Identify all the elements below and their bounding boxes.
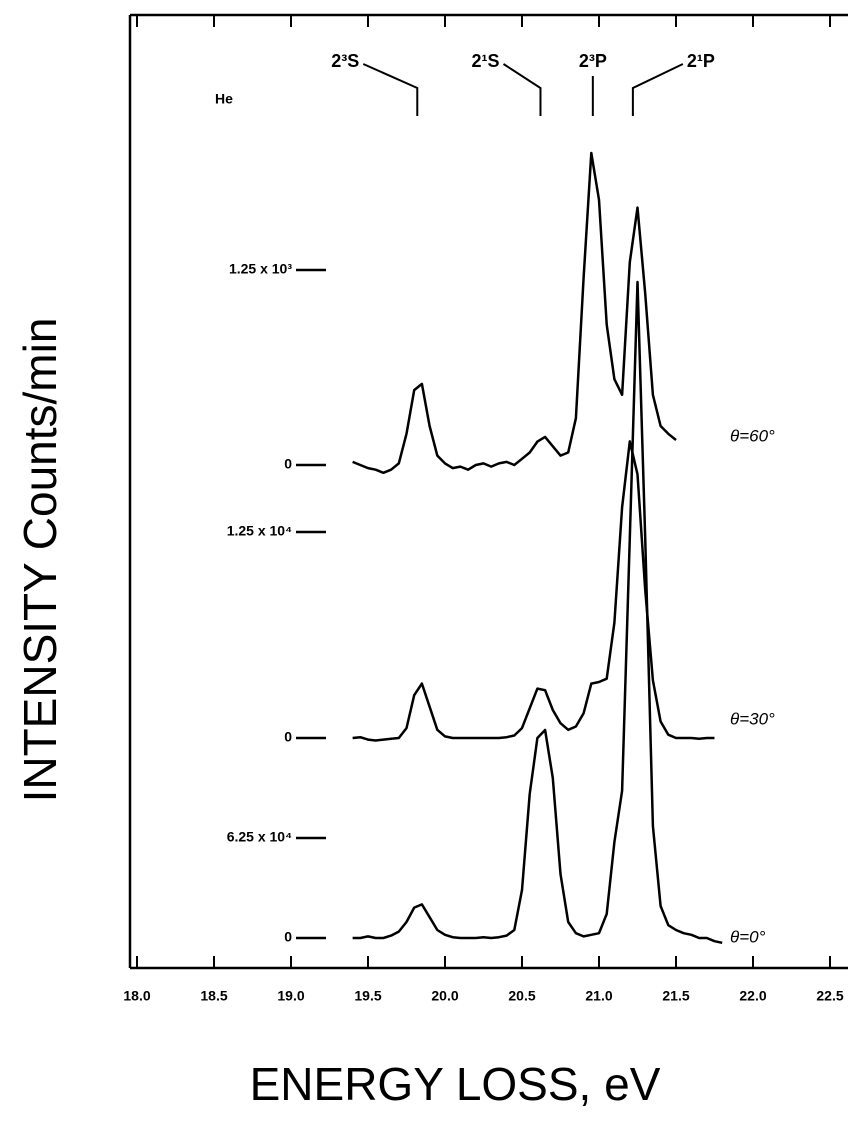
state-label: 2¹S [471,51,499,71]
series-label: θ=30° [730,709,775,728]
spectrum-line [352,151,677,475]
state-label: 2¹P [687,51,715,71]
spectrum-line [352,440,715,742]
x-tick-label: 20.5 [508,988,535,1004]
y-tick-label: 0 [284,729,292,745]
x-tick-label: 20.0 [431,988,458,1004]
state-marker [631,63,684,116]
x-tick-label: 18.0 [123,988,150,1004]
x-tick-label: 19.0 [277,988,304,1004]
series-label: θ=0° [730,927,766,946]
spectrum-line [352,280,723,945]
y-tick-label: 1.25 x 10³ [229,261,292,277]
state-marker [502,63,542,116]
state-label: 2³P [579,51,607,71]
y-tick-label: 6.25 x 10⁴ [227,829,292,845]
y-tick-label: 0 [284,929,292,945]
state-marker [362,63,419,116]
x-tick-label: 22.5 [816,988,843,1004]
chart-title: He [215,91,233,107]
x-tick-label: 21.0 [585,988,612,1004]
x-tick-label: 22.0 [739,988,766,1004]
x-axis-label: ENERGY LOSS, eV [250,1058,661,1110]
y-tick-label: 1.25 x 10⁴ [227,523,292,539]
series-label: θ=60° [730,426,775,445]
y-tick-label: 0 [284,456,292,472]
y-axis-label: INTENSITY Counts/min [14,318,66,803]
state-label: 2³S [331,51,359,71]
x-tick-label: 21.5 [662,988,689,1004]
x-tick-label: 19.5 [354,988,381,1004]
x-tick-label: 18.5 [200,988,227,1004]
